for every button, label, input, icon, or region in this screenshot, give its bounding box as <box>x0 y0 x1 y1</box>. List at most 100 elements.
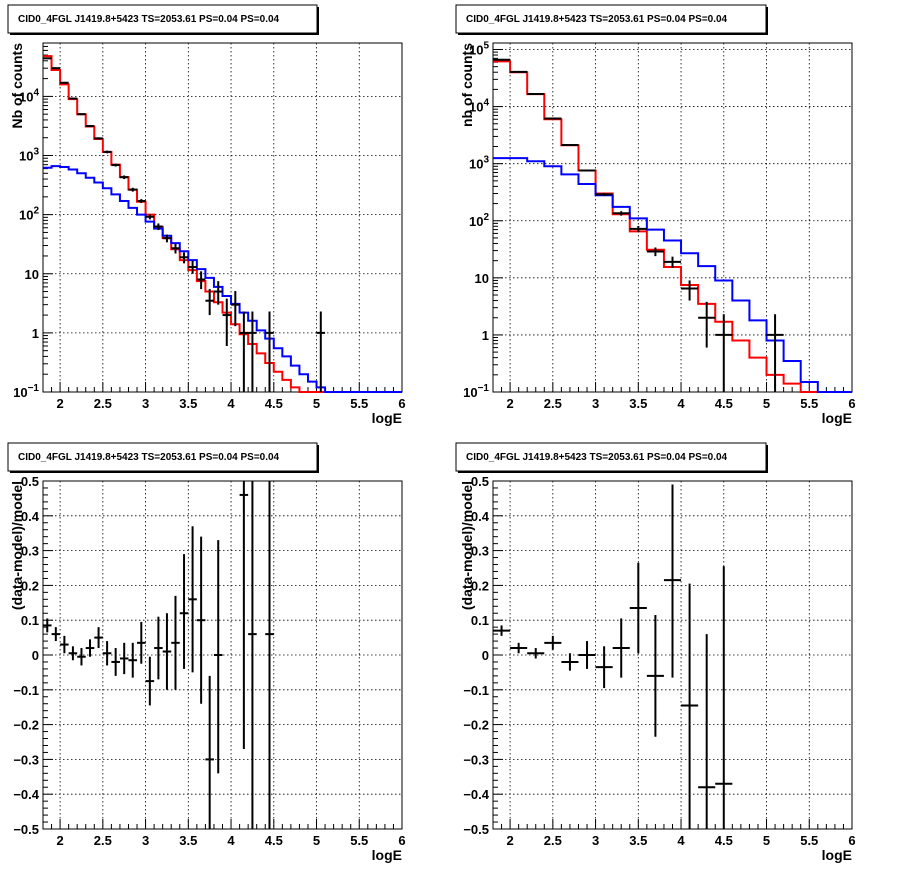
data-point <box>595 646 613 689</box>
y-tick-label: 10 <box>475 271 489 286</box>
y-tick-label: 104 <box>19 87 39 104</box>
data-point <box>715 566 733 829</box>
y-tick-label: 1 <box>32 326 39 341</box>
data-point <box>145 656 155 706</box>
data-point <box>646 614 664 737</box>
y-tick-label: 10 <box>25 267 39 282</box>
x-tick-label: 5.5 <box>800 396 818 411</box>
data-point <box>102 641 112 666</box>
data-point <box>629 562 647 654</box>
y-tick-label: 0.5 <box>21 474 39 489</box>
data-point <box>60 635 69 654</box>
chart-title: CID0_4FGL J1419.8+5423 TS=2053.61 PS=0.0… <box>466 452 728 463</box>
y-tick-exponent: −1 <box>478 383 490 394</box>
y-tick-base: 10 <box>19 149 33 164</box>
data-point <box>681 583 699 829</box>
y-tick-exponent: 3 <box>33 147 39 158</box>
x-tick-label: 2 <box>56 833 63 848</box>
x-tick-label: 4 <box>677 833 685 848</box>
y-tick-exponent: 5 <box>483 41 489 52</box>
y-axis-label: nb of counts <box>459 43 475 127</box>
y-tick-label: −0.5 <box>463 822 489 837</box>
y-tick-label: 0.2 <box>471 578 489 593</box>
y-tick-exponent: 2 <box>483 212 489 223</box>
x-tick-label: 2 <box>506 833 513 848</box>
data-point <box>222 298 232 346</box>
data-point <box>137 621 146 664</box>
y-tick-label: 105 <box>469 41 489 58</box>
y-tick-exponent: 3 <box>483 155 489 166</box>
x-axis-label: logE <box>372 410 402 426</box>
title-box <box>7 4 318 34</box>
x-tick-label: 2.5 <box>544 833 562 848</box>
y-tick-label: −0.5 <box>13 822 39 837</box>
plot-frame <box>42 42 403 393</box>
data-point <box>681 280 699 301</box>
data-point <box>213 281 223 305</box>
data-point <box>561 653 579 671</box>
y-axis-label: (data-model)/model <box>459 481 475 610</box>
data-point <box>171 243 180 254</box>
data-point <box>77 113 86 116</box>
y-tick-label: −0.4 <box>463 787 489 802</box>
x-tick-label: 5.5 <box>800 833 818 848</box>
data-point <box>68 97 78 100</box>
data-point <box>544 635 562 650</box>
data-point <box>188 526 197 673</box>
data-point <box>527 648 545 659</box>
data-point <box>265 311 274 392</box>
data-point <box>663 256 682 268</box>
y-tick-label: −0.2 <box>13 718 39 733</box>
y-tick-exponent: −1 <box>28 383 40 394</box>
y-tick-label: 103 <box>19 147 39 164</box>
data-point <box>137 199 146 204</box>
y-tick-label: 104 <box>469 98 489 115</box>
plot-frame <box>492 42 853 393</box>
data-point <box>646 247 664 257</box>
data-point <box>239 481 249 749</box>
title-box <box>455 442 767 472</box>
y-axis-label: Nb of counts <box>9 43 25 129</box>
data-point <box>629 225 647 233</box>
y-tick-base: 10 <box>19 89 33 104</box>
chart-title: CID0_4FGL J1419.8+5423 TS=2053.61 PS=0.0… <box>18 452 280 463</box>
y-tick-exponent: 4 <box>483 98 489 109</box>
data-point <box>111 648 120 676</box>
data-point <box>111 163 120 167</box>
data-point <box>162 613 172 690</box>
y-tick-label: −0.3 <box>13 752 39 767</box>
data-point <box>578 169 596 172</box>
x-tick-label: 2.5 <box>94 833 112 848</box>
data-point <box>85 125 95 128</box>
model-histogram-1 <box>43 55 402 393</box>
data-point <box>205 289 214 316</box>
data-point <box>595 192 613 196</box>
data-point <box>698 301 716 348</box>
data-point <box>179 554 189 669</box>
x-tick-label: 2.5 <box>94 396 112 411</box>
data-point <box>94 137 103 140</box>
y-tick-label: 102 <box>19 206 39 223</box>
chart-panel-2: CID0_4FGL J1419.8+5423 TS=2053.61 PS=0.0… <box>455 4 856 426</box>
data-point <box>145 214 155 220</box>
y-tick-base: 10 <box>469 43 483 58</box>
chart-title: CID0_4FGL J1419.8+5423 TS=2053.61 PS=0.0… <box>466 14 728 25</box>
data-point <box>510 70 528 73</box>
y-tick-label: 103 <box>469 155 489 172</box>
title-box <box>455 4 767 34</box>
x-axis-label: logE <box>822 847 852 863</box>
data-point <box>188 260 197 274</box>
data-point <box>60 81 69 84</box>
x-tick-label: 3 <box>142 396 149 411</box>
y-tick-label: 0.2 <box>21 578 39 593</box>
y-tick-base: 10 <box>469 157 483 172</box>
data-point <box>85 639 95 657</box>
data-point <box>698 634 716 829</box>
data-point <box>77 648 86 666</box>
x-tick-label: 2 <box>506 396 513 411</box>
x-tick-label: 4 <box>227 396 235 411</box>
x-tick-label: 3 <box>592 833 599 848</box>
model-histogram-1 <box>493 60 852 393</box>
x-tick-label: 5.5 <box>350 396 368 411</box>
x-tick-label: 4 <box>677 396 685 411</box>
